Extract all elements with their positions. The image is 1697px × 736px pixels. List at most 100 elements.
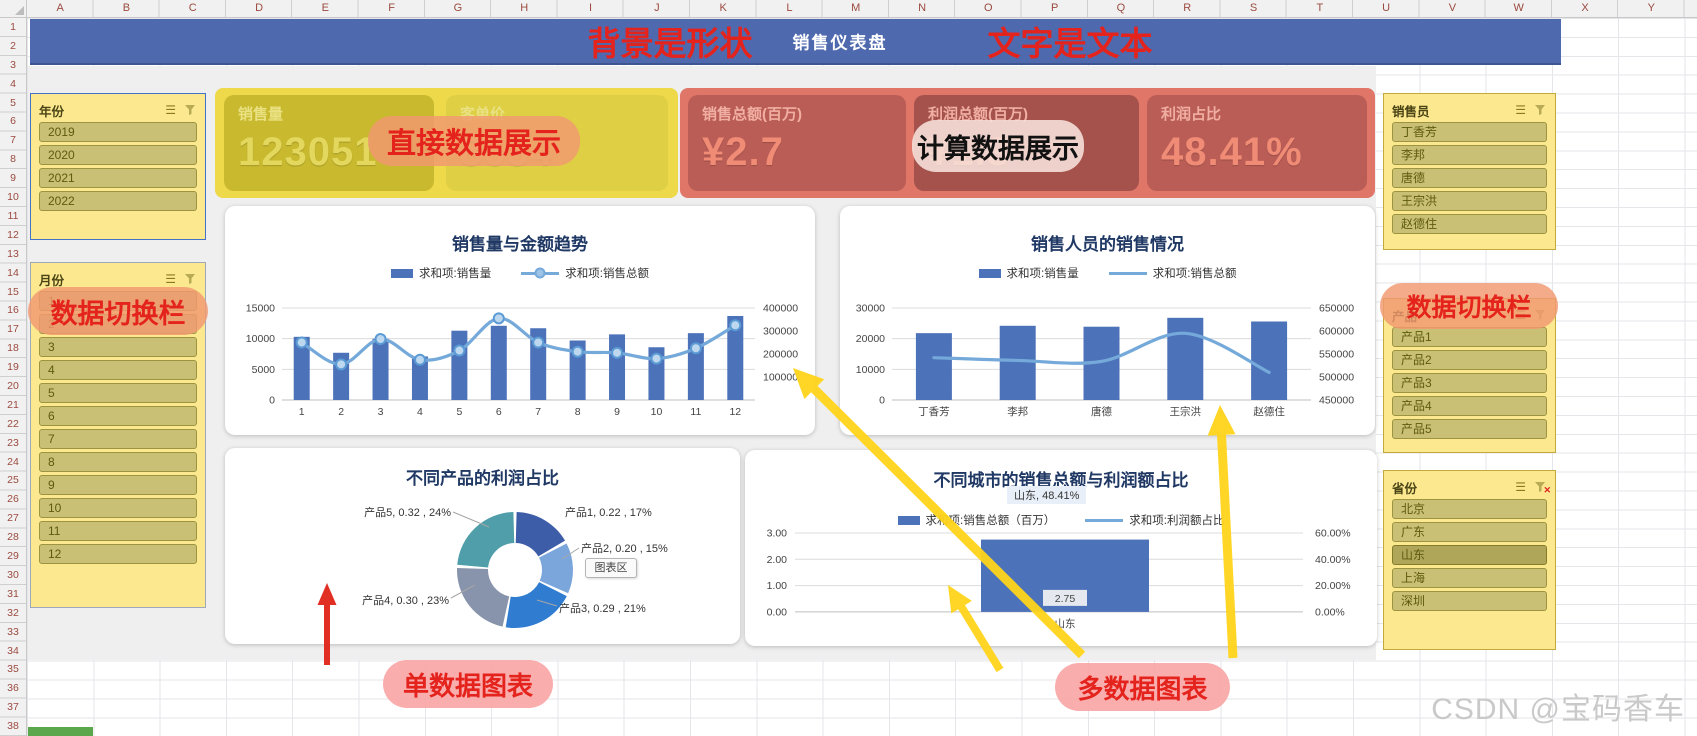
- column-header-Y[interactable]: Y: [1647, 2, 1655, 14]
- chart-salesperson[interactable]: 销售人员的销售情况 求和项:销售量 求和项:销售总额 0 10000 20000 30…: [840, 206, 1375, 435]
- row-header-11[interactable]: 11: [7, 209, 19, 222]
- row-header-30[interactable]: 30: [7, 568, 19, 581]
- row-header-14[interactable]: 14: [7, 266, 19, 279]
- column-header-G[interactable]: G: [453, 2, 463, 14]
- row-header-38[interactable]: 38: [7, 720, 19, 733]
- row-header-3[interactable]: 3: [10, 58, 16, 71]
- row-header-36[interactable]: 36: [7, 682, 19, 695]
- column-header-T[interactable]: T: [1316, 2, 1324, 14]
- slicer-item-12[interactable]: 12: [39, 544, 197, 564]
- column-header-L[interactable]: L: [786, 2, 793, 14]
- row-header-19[interactable]: 19: [7, 361, 19, 374]
- column-header-B[interactable]: B: [122, 2, 131, 14]
- selected-cell-a38[interactable]: [28, 727, 93, 736]
- slicer-item-2022[interactable]: 2022: [39, 191, 197, 211]
- chart-sales-trend[interactable]: 销售量与金额趋势 求和项:销售量 求和项:销售总额 0 5000 10000 1500…: [225, 206, 815, 435]
- slicer-item-7[interactable]: 7: [39, 429, 197, 449]
- column-header-N[interactable]: N: [918, 2, 927, 14]
- column-header-U[interactable]: U: [1382, 2, 1391, 14]
- column-header-X[interactable]: X: [1581, 2, 1589, 14]
- row-header-26[interactable]: 26: [7, 493, 19, 506]
- row-header-20[interactable]: 20: [7, 380, 19, 392]
- row-header-6[interactable]: 6: [10, 115, 16, 128]
- chart-city-sales[interactable]: 不同城市的销售总额与利润额占比 山东, 48.41% 求和项:销售总额（百万） …: [745, 450, 1377, 646]
- slicer-item-4[interactable]: 4: [39, 360, 197, 380]
- column-header-F[interactable]: F: [388, 2, 396, 14]
- slicer-item-产品3[interactable]: 产品3: [1392, 373, 1547, 393]
- clear-filter-icon[interactable]: [1534, 104, 1547, 116]
- row-header-34[interactable]: 34: [7, 644, 19, 657]
- slicer-item-上海[interactable]: 上海: [1392, 568, 1547, 588]
- slicer-item-深圳[interactable]: 深圳: [1392, 591, 1547, 611]
- row-header-13[interactable]: 13: [7, 247, 19, 260]
- column-header-M[interactable]: M: [851, 2, 861, 14]
- slicer-item-产品4[interactable]: 产品4: [1392, 396, 1547, 416]
- chart-product-profit-donut[interactable]: 不同产品的利润占比 产品5, 0.32 , 24% 产品1, 0.22 , 17…: [225, 448, 740, 644]
- slicer-year[interactable]: 年份 ☰ 2019 2020 2021 2022: [30, 93, 206, 240]
- row-header-17[interactable]: 17: [7, 323, 19, 336]
- slicer-item-8[interactable]: 8: [39, 452, 197, 472]
- row-header-8[interactable]: 8: [10, 153, 16, 166]
- slicer-item-山东[interactable]: 山东: [1392, 545, 1547, 565]
- column-header-E[interactable]: E: [321, 2, 329, 14]
- row-header-35[interactable]: 35: [7, 663, 19, 676]
- column-header-S[interactable]: S: [1249, 2, 1258, 14]
- slicer-item-2021[interactable]: 2021: [39, 168, 197, 188]
- row-header-12[interactable]: 12: [7, 228, 19, 241]
- slicer-item-5[interactable]: 5: [39, 383, 197, 403]
- row-header-29[interactable]: 29: [7, 550, 19, 563]
- slicer-item-6[interactable]: 6: [39, 406, 197, 426]
- multi-select-icon[interactable]: ☰: [165, 272, 176, 286]
- slicer-item-2020[interactable]: 2020: [39, 145, 197, 165]
- column-header-C[interactable]: C: [188, 2, 197, 14]
- column-header-O[interactable]: O: [984, 2, 993, 14]
- row-header-27[interactable]: 27: [7, 512, 19, 525]
- multi-select-icon[interactable]: ☰: [1515, 103, 1526, 117]
- row-header-23[interactable]: 23: [7, 436, 19, 449]
- row-header-37[interactable]: 37: [7, 701, 19, 714]
- row-header-2[interactable]: 2: [10, 39, 16, 52]
- row-header-15[interactable]: 15: [7, 285, 19, 298]
- slicer-item-北京[interactable]: 北京: [1392, 499, 1547, 519]
- row-header-24[interactable]: 24: [7, 455, 19, 468]
- column-header-R[interactable]: R: [1183, 2, 1192, 14]
- column-header-H[interactable]: H: [520, 2, 529, 14]
- column-header-I[interactable]: I: [589, 2, 593, 14]
- slicer-item-赵德住[interactable]: 赵德住: [1392, 214, 1547, 234]
- column-header-A[interactable]: A: [56, 2, 64, 14]
- slicer-item-10[interactable]: 10: [39, 498, 197, 518]
- slicer-item-3[interactable]: 3: [39, 337, 197, 357]
- row-header-25[interactable]: 25: [7, 474, 19, 487]
- dashboard-title-banner[interactable]: 销售仪表盘 背景是形状 文字是文本: [30, 19, 1561, 65]
- column-header-Q[interactable]: Q: [1116, 2, 1126, 14]
- row-header-31[interactable]: 31: [7, 587, 19, 600]
- column-header-D[interactable]: D: [255, 2, 264, 14]
- slicer-item-9[interactable]: 9: [39, 475, 197, 495]
- kpi-card-3[interactable]: 利润占比 48.41%: [1147, 95, 1367, 191]
- slicer-salesperson[interactable]: 销售员 ☰ 丁香芳 李邦 唐德 王宗洪 赵德住: [1383, 93, 1556, 250]
- slicer-item-广东[interactable]: 广东: [1392, 522, 1547, 542]
- row-header-22[interactable]: 22: [7, 417, 19, 430]
- row-header-1[interactable]: 1: [10, 21, 16, 33]
- clear-filter-icon[interactable]: [184, 273, 197, 285]
- row-header-28[interactable]: 28: [7, 531, 19, 544]
- slicer-item-唐德[interactable]: 唐德: [1392, 168, 1547, 188]
- slicer-item-丁香芳[interactable]: 丁香芳: [1392, 122, 1547, 142]
- slicer-item-王宗洪[interactable]: 王宗洪: [1392, 191, 1547, 211]
- row-header-21[interactable]: 21: [7, 398, 19, 411]
- slicer-item-11[interactable]: 11: [39, 521, 197, 541]
- row-header-7[interactable]: 7: [10, 134, 16, 147]
- slicer-item-2019[interactable]: 2019: [39, 122, 197, 142]
- column-header-K[interactable]: K: [719, 2, 727, 14]
- column-header-V[interactable]: V: [1448, 2, 1457, 14]
- row-header-16[interactable]: 16: [7, 304, 19, 317]
- slicer-item-产品5[interactable]: 产品5: [1392, 419, 1547, 439]
- multi-select-icon[interactable]: ☰: [1515, 480, 1526, 494]
- column-header-P[interactable]: P: [1050, 2, 1059, 14]
- row-header-10[interactable]: 10: [7, 191, 19, 204]
- column-header-J[interactable]: J: [654, 2, 660, 14]
- row-header-33[interactable]: 33: [7, 625, 19, 638]
- row-header-32[interactable]: 32: [7, 606, 19, 619]
- row-header-9[interactable]: 9: [10, 172, 16, 185]
- slicer-item-李邦[interactable]: 李邦: [1392, 145, 1547, 165]
